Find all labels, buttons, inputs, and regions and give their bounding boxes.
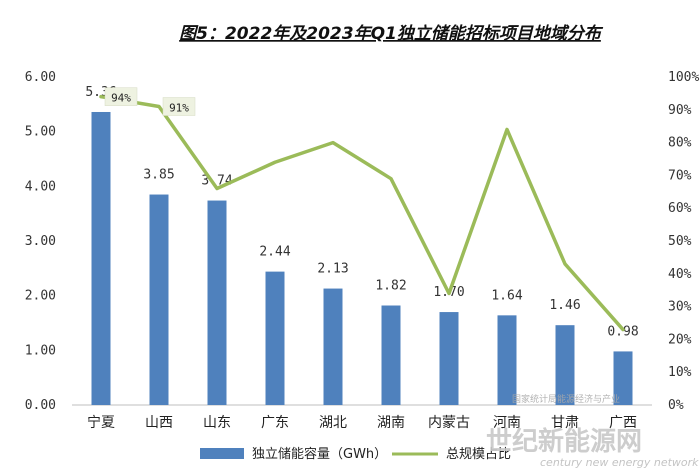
right-tick-label: 90% — [668, 103, 692, 118]
category-label: 山东 — [203, 415, 231, 431]
left-tick-label: 6.00 — [25, 70, 56, 85]
bar — [207, 200, 227, 405]
watermark-main: 世纪新能源网 — [486, 426, 642, 457]
bar — [613, 351, 633, 405]
bar — [555, 325, 575, 405]
right-tick-label: 50% — [668, 234, 692, 249]
bar — [439, 312, 459, 405]
right-axis: 0% 10% 20% 30% 40% 50% 60% 70% 80% 90% 100% — [668, 70, 699, 413]
bar — [323, 288, 343, 405]
line-series — [99, 94, 625, 332]
annotations: 94% 91% — [104, 87, 196, 116]
right-tick-label: 80% — [668, 136, 692, 151]
right-tick-label: 10% — [668, 365, 692, 380]
legend: 独立储能容量（GWh） 总规模占比 — [200, 446, 511, 462]
bar-value-label: 3.85 — [143, 168, 174, 183]
category-label: 宁夏 — [87, 414, 115, 431]
annotation-box — [104, 87, 138, 106]
line-path — [99, 94, 625, 332]
right-tick-label: 70% — [668, 168, 692, 183]
left-tick-label: 2.00 — [25, 289, 56, 304]
left-tick-label: 0.00 — [25, 398, 56, 413]
right-tick-label: 20% — [668, 332, 692, 347]
category-label: 河南 — [493, 415, 521, 431]
right-tick-label: 40% — [668, 267, 692, 282]
left-tick-label: 3.00 — [25, 234, 56, 249]
right-tick-label: 0% — [668, 398, 684, 413]
bar — [265, 271, 285, 405]
left-tick-label: 4.00 — [25, 179, 56, 194]
legend-label-bar: 独立储能容量（GWh） — [252, 446, 387, 462]
category-label: 甘肃 — [551, 415, 579, 431]
annotation-box — [162, 97, 196, 116]
category-labels: 宁夏 山西 山东 广东 湖北 湖南 内蒙古 河南 甘肃 广西 — [87, 414, 637, 431]
chart-title: 图5：2022年及2023年Q1独立储能招标项目地域分布 — [179, 24, 604, 44]
annotation-label: 91% — [169, 102, 189, 115]
bar — [497, 315, 517, 405]
bar — [91, 111, 111, 405]
category-label: 湖南 — [377, 415, 405, 431]
watermark-sub: century new energy network — [540, 456, 699, 469]
bar-value-label: 1.82 — [375, 279, 406, 294]
annotation-label: 94% — [111, 92, 131, 105]
bar-value-label: 2.13 — [317, 262, 348, 277]
right-tick-label: 100% — [668, 70, 699, 85]
category-label: 广西 — [609, 415, 637, 431]
category-label: 内蒙古 — [428, 415, 470, 431]
bar-value-label: 1.64 — [491, 288, 522, 303]
legend-label-line: 总规模占比 — [446, 447, 511, 462]
bar — [149, 194, 169, 405]
bar-value-label: 0.98 — [607, 324, 638, 339]
watermark-top: 国家统计局能源经济与产业 — [512, 393, 620, 405]
category-label: 广东 — [261, 415, 289, 431]
category-label: 湖北 — [319, 415, 347, 431]
left-tick-label: 1.00 — [25, 343, 56, 358]
watermark: 国家统计局能源经济与产业 世纪新能源网 century new energy n… — [486, 393, 699, 469]
bar-value-label: 1.46 — [549, 298, 580, 313]
bar — [381, 305, 401, 405]
bar-value-label: 2.44 — [259, 245, 290, 260]
category-label: 山西 — [145, 415, 173, 431]
left-tick-label: 5.00 — [25, 125, 56, 140]
right-tick-label: 30% — [668, 300, 692, 315]
right-tick-label: 60% — [668, 201, 692, 216]
left-axis: 0.00 1.00 2.00 3.00 4.00 5.00 6.00 — [25, 70, 56, 413]
legend-swatch-bar — [200, 448, 244, 459]
